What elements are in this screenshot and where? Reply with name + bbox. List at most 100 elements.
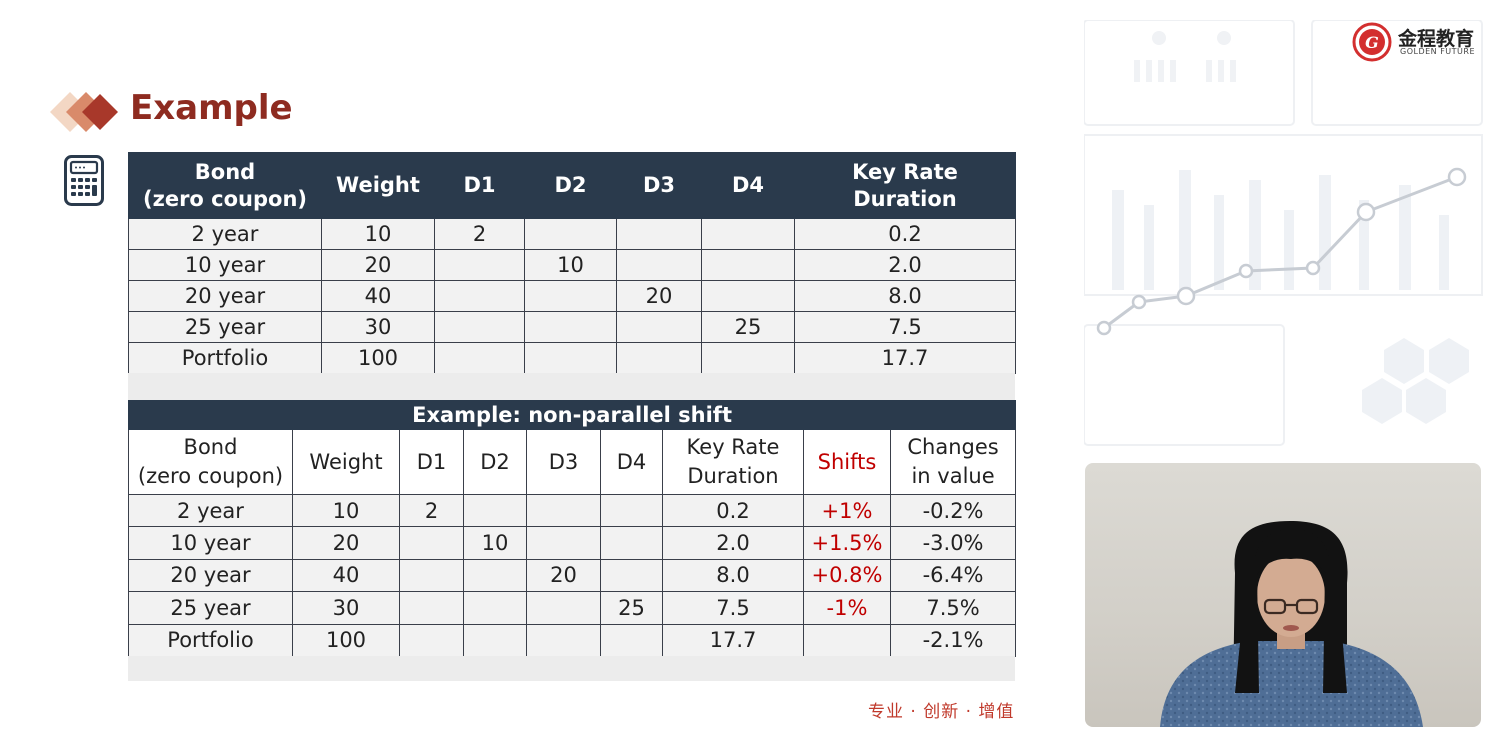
table-cell: 40: [321, 280, 435, 312]
logo-chinese-text: 金程教育: [1398, 28, 1475, 50]
svg-text:G: G: [1365, 33, 1379, 52]
table-cell: 8.0: [662, 558, 804, 593]
table-row: 25 year 30 25 7.5: [128, 311, 1016, 343]
table-cell: [399, 591, 464, 625]
table-cell: [616, 311, 702, 343]
table-cell: [434, 311, 525, 343]
table-cell: -0.2%: [889, 493, 1017, 528]
table-cell: [524, 280, 617, 312]
page-title: Example: [130, 88, 293, 128]
table-cell: [701, 249, 795, 281]
table-caption-row: Example: non-parallel shift: [127, 400, 1017, 430]
table-cell: 0.2: [794, 218, 1016, 250]
table-cell: 25 year: [128, 311, 322, 343]
table-row: 25 year 30 25 7.5 -1% 7.5%: [128, 591, 1017, 625]
shift-cell: +0.8%: [803, 558, 891, 593]
table-cell: 0.2: [662, 493, 804, 528]
table-cell: 20: [616, 280, 702, 312]
table-spacer-band: [128, 656, 1015, 681]
table-cell: [434, 342, 525, 374]
table-cell: [600, 526, 663, 560]
table-row: 10 year 20 10 2.0: [128, 249, 1016, 281]
table-cell: 10: [463, 526, 527, 560]
table-cell: 17.7: [794, 342, 1016, 374]
golden-future-logo-icon: G: [1352, 22, 1392, 62]
shift-cell: [803, 623, 891, 657]
table-cell: 10: [524, 249, 617, 281]
header-key-rate-duration: Key Rate Duration: [794, 152, 1016, 219]
table-cell: 30: [292, 591, 400, 625]
table-cell: 20: [321, 249, 435, 281]
header-bond: Bond (zero coupon): [128, 429, 293, 495]
presenter-figure: [1160, 521, 1423, 727]
table-row-portfolio: Portfolio 100 17.7: [128, 342, 1016, 374]
header-d2: D2: [524, 152, 617, 219]
table-cell: 2: [434, 218, 525, 250]
table-cell: [600, 493, 663, 528]
table-cell: [526, 493, 601, 528]
table-spacer-band: [128, 373, 1015, 400]
table-cell: Portfolio: [128, 623, 293, 657]
header-d1: D1: [434, 152, 525, 219]
diamond-bullet-icon: [50, 92, 118, 132]
table-cell: -2.1%: [889, 623, 1017, 657]
header-key-rate-duration: Key Rate Duration: [662, 429, 804, 495]
header-changes-in-value: Changes in value: [889, 429, 1017, 495]
table-cell: [463, 558, 527, 593]
key-rate-duration-table: Bond (zero coupon) Weight D1 D2 D3 D4 Key…: [128, 152, 1016, 374]
table-cell: [463, 493, 527, 528]
table-cell: [526, 623, 601, 657]
shift-cell: -1%: [803, 591, 891, 625]
table-cell: 20: [292, 526, 400, 560]
table-cell: [524, 342, 617, 374]
calculator-icon: [64, 155, 104, 206]
table-cell: 2 year: [128, 493, 293, 528]
presenter-webcam-video: [1085, 463, 1481, 727]
table-cell: 20 year: [128, 280, 322, 312]
table-cell: 10: [321, 218, 435, 250]
table-cell: [526, 526, 601, 560]
table-cell: [463, 591, 527, 625]
table-cell: 100: [292, 623, 400, 657]
table-cell: [524, 311, 617, 343]
table-cell: [701, 218, 795, 250]
header-bond: Bond (zero coupon): [128, 152, 322, 219]
table-cell: 7.5%: [889, 591, 1017, 625]
table-cell: 10 year: [128, 249, 322, 281]
table-cell: 40: [292, 558, 400, 593]
table-cell: 17.7: [662, 623, 804, 657]
table-cell: 25: [600, 591, 663, 625]
table-row: 20 year 40 20 8.0 +0.8% -6.4%: [128, 558, 1017, 593]
table-cell: [463, 623, 527, 657]
header-weight: Weight: [321, 152, 435, 219]
table-cell: 20 year: [128, 558, 293, 593]
table-cell: [434, 249, 525, 281]
table-cell: 25 year: [128, 591, 293, 625]
table-cell: [701, 280, 795, 312]
table-cell: [434, 280, 525, 312]
header-weight: Weight: [292, 429, 400, 495]
header-d3: D3: [526, 429, 601, 495]
table-caption: Example: non-parallel shift: [127, 400, 1017, 430]
table-cell: 10 year: [128, 526, 293, 560]
table-row: 2 year 10 2 0.2 +1% -0.2%: [128, 493, 1017, 528]
table-cell: 30: [321, 311, 435, 343]
table-cell: 8.0: [794, 280, 1016, 312]
shift-cell: +1.5%: [803, 526, 891, 560]
shift-cell: +1%: [803, 493, 891, 528]
golden-future-logo: G 金程教育 GOLDEN FUTURE: [1352, 22, 1492, 62]
header-shifts: Shifts: [803, 429, 891, 495]
table-cell: [526, 591, 601, 625]
table-cell: [399, 558, 464, 593]
table-cell: [399, 623, 464, 657]
slogan-text: 专业 · 创新 · 增值: [868, 702, 1015, 722]
header-d4: D4: [701, 152, 795, 219]
table-cell: [399, 526, 464, 560]
table-row: 10 year 20 10 2.0 +1.5% -3.0%: [128, 526, 1017, 560]
non-parallel-shift-table: Example: non-parallel shift Bond (zero co…: [127, 400, 1017, 657]
table-row: 2 year 10 2 0.2: [128, 218, 1016, 250]
header-d2: D2: [463, 429, 527, 495]
background-infographic-decoration: [1084, 20, 1483, 446]
table-cell: [616, 342, 702, 374]
table-row-portfolio: Portfolio 100 17.7 -2.1%: [128, 623, 1017, 657]
